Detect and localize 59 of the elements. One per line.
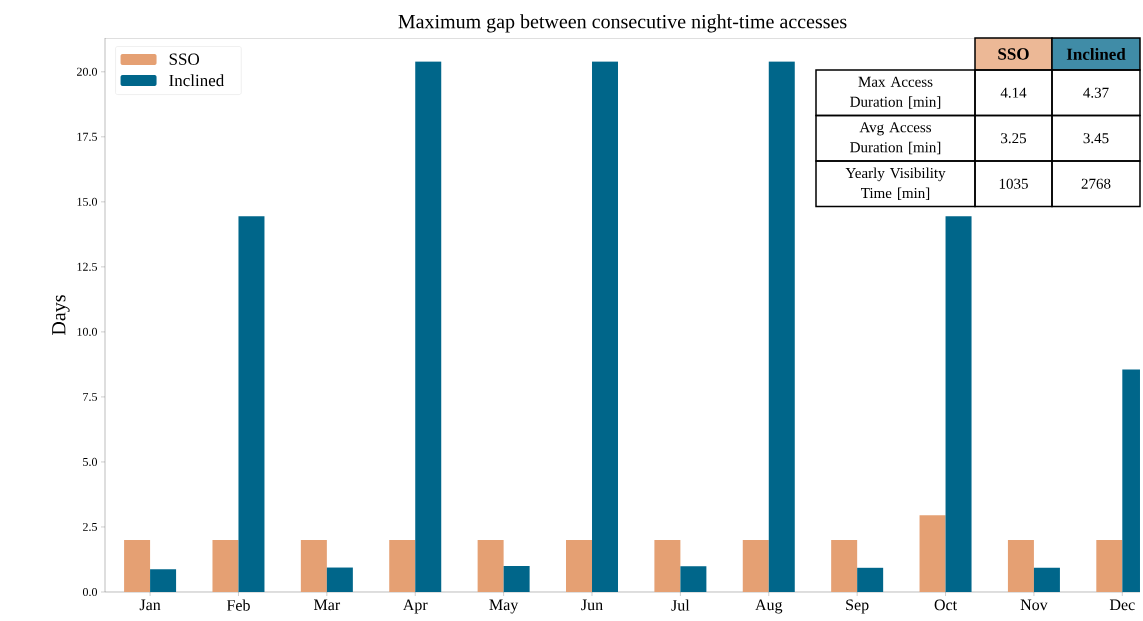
- bar: [503, 565, 530, 592]
- legend-label: SSO: [169, 53, 200, 65]
- y-tick-label: 17.5: [77, 132, 98, 141]
- x-tick-label: Dec: [1109, 599, 1135, 611]
- bar: [831, 539, 858, 592]
- x-tick-label: Apr: [402, 599, 428, 614]
- x-tick-label: Mar: [313, 599, 341, 611]
- bar: [654, 539, 681, 592]
- y-tick-label: 2.5: [83, 522, 98, 532]
- bar: [1033, 567, 1060, 592]
- bar: [238, 216, 265, 592]
- text: Inclined: [1066, 48, 1126, 60]
- x-tick-label: Aug: [755, 599, 783, 614]
- bar: [1096, 539, 1123, 592]
- legend-label: Inclined: [169, 74, 225, 87]
- x-tick-label: Nov: [1020, 599, 1048, 611]
- bar: [150, 569, 177, 592]
- annotation: Yearly Visibility Time [min]: [845, 167, 946, 200]
- bar: [415, 61, 442, 592]
- x-tick-label: Jul: [671, 599, 690, 611]
- x-tick-label: Jan: [139, 599, 161, 611]
- bar: [124, 539, 151, 592]
- bar: [389, 539, 416, 592]
- bar: [680, 566, 707, 592]
- y-tick-label: 10.0: [77, 327, 98, 336]
- bar: [742, 539, 769, 592]
- bar: [857, 567, 884, 592]
- x-tick-label: Sep: [846, 599, 869, 614]
- annotation: 2768: [1081, 178, 1111, 189]
- annotation: 1035: [999, 178, 1028, 189]
- x-tick-label: May: [489, 599, 519, 614]
- x-tick-label: Jun: [581, 599, 603, 611]
- bar: [592, 61, 619, 592]
- chart-title: Maximum gap between consecutive night-time accesses: [398, 14, 847, 33]
- y-tick-label: 15.0: [77, 197, 98, 206]
- annotation: Max Access Duration [min]: [850, 76, 941, 109]
- text: SSO: [998, 48, 1029, 60]
- bar: [768, 61, 795, 592]
- bar: [326, 567, 353, 592]
- annotation: Avg Access Duration [min]: [850, 122, 941, 155]
- bar: [300, 539, 327, 592]
- bar: [1007, 539, 1034, 592]
- y-tick-label: 0.0: [82, 587, 98, 597]
- bar: [566, 539, 593, 592]
- bar: [945, 216, 972, 592]
- x-tick-label: Feb: [226, 599, 250, 611]
- y-tick-label: 20.0: [77, 67, 98, 76]
- y-tick-label: 12.5: [77, 262, 98, 271]
- y-tick-label: 7.5: [83, 392, 98, 401]
- annotation: 3.25: [1001, 133, 1027, 144]
- annotation: 4.37: [1083, 87, 1109, 98]
- y-tick-label: 5.0: [83, 457, 98, 467]
- bar: [919, 515, 946, 592]
- annotation: 4.14: [1000, 87, 1027, 98]
- y-axis-title: Days: [52, 295, 70, 335]
- bar: [477, 539, 504, 592]
- x-tick-label: Oct: [934, 599, 957, 611]
- bar: [212, 539, 239, 592]
- annotation: 3.45: [1083, 133, 1109, 144]
